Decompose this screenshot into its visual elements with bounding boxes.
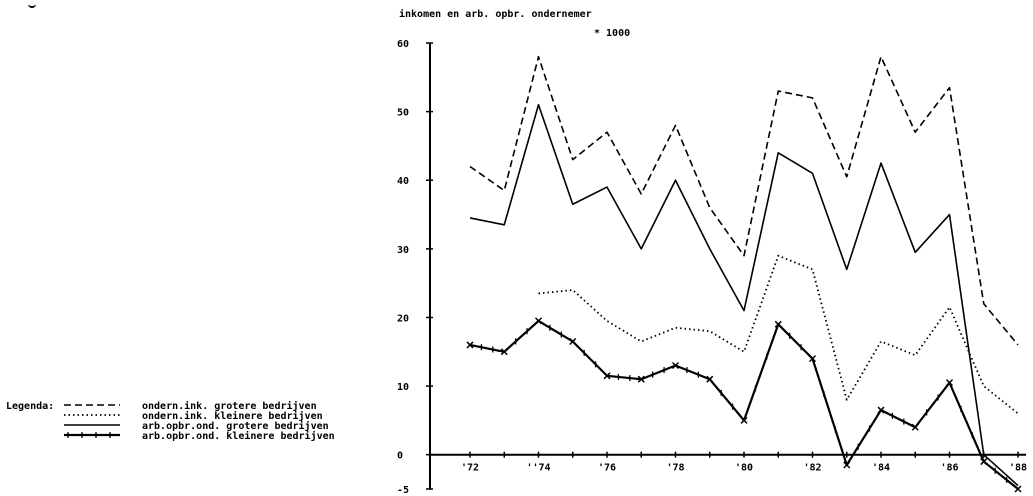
y-tick-label: 40 [397,176,409,187]
data-point [500,348,508,356]
legend-label: arb.opbr.ond. grotere bedrijven [142,420,329,432]
x-tick-label: ''74 [526,463,550,474]
series-line-1 [538,254,1019,415]
data-point [569,337,577,346]
y-tick-label: 30 [397,245,409,256]
x-tick-label: '86 [940,463,958,474]
legend-label: arb.opbr.ond. kleinere bedrijven [142,430,335,442]
data-point [671,361,680,370]
y-tick-label: 60 [397,39,409,50]
y-tick-label: 50 [397,108,409,119]
series-line-2 [469,103,1019,487]
y-tick-label: 20 [397,313,409,324]
data-point [637,375,645,383]
data-point [945,379,954,387]
y-tick-label: 10 [397,382,409,393]
legend-label: ondern.ink. kleinere bedrijven [142,410,323,422]
data-point [706,375,714,383]
data-point [843,461,851,469]
x-tick-label: '76 [598,463,616,474]
x-tick-label: '84 [872,463,890,474]
chart-subtitle: * 1000 [594,28,630,39]
data-point [911,423,919,431]
legend-title: Legenda: [6,401,54,412]
y-tick-label: 0 [397,451,403,462]
x-tick-label: '80 [735,463,753,474]
x-tick-label: '78 [666,463,684,474]
data-point [740,416,748,424]
data-point [877,406,885,414]
x-tick-label: '88 [1009,463,1027,474]
series-group [466,55,1022,493]
data-point [980,458,988,466]
data-point [808,355,817,363]
x-tick-label: '72 [461,463,479,474]
data-point [774,320,782,328]
data-point [603,372,611,380]
data-point [1014,485,1022,493]
chart-title: inkomen en arb. opbr. ondernemer [399,8,592,20]
axes: 60 50 40 30 20 10 0 -5 '72 ''74 '76 '78 '80 '82 '84 '86… [397,39,1027,496]
stray-mark [28,0,36,8]
legend: Legenda: ondern.ink. grotere bedrijvenon… [6,400,335,442]
x-tick-label: '82 [803,463,821,474]
series-line-0 [469,55,1019,346]
y-tick-label: -5 [397,485,409,496]
legend-label: ondern.ink. grotere bedrijven [142,400,317,412]
data-point [534,317,543,325]
data-point [466,341,474,349]
